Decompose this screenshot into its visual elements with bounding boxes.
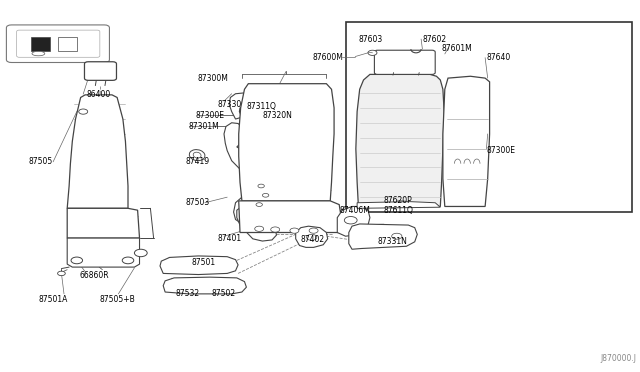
Polygon shape [239, 201, 342, 232]
Text: 87502: 87502 [211, 289, 236, 298]
Polygon shape [224, 123, 269, 223]
Text: J870000.J: J870000.J [601, 354, 637, 363]
FancyBboxPatch shape [374, 50, 435, 74]
Circle shape [255, 226, 264, 231]
Polygon shape [67, 238, 140, 267]
Polygon shape [357, 202, 440, 208]
FancyBboxPatch shape [84, 62, 116, 80]
Text: 87401: 87401 [218, 234, 242, 243]
Text: 87501: 87501 [192, 258, 216, 267]
Text: 87406M: 87406M [339, 206, 370, 215]
Text: 87600M: 87600M [312, 53, 343, 62]
Text: 87311Q: 87311Q [246, 102, 276, 110]
Text: 87603: 87603 [358, 35, 383, 44]
Polygon shape [237, 205, 276, 241]
Text: 87419: 87419 [186, 157, 210, 166]
Polygon shape [337, 206, 370, 236]
Text: 87620P: 87620P [384, 196, 413, 205]
Circle shape [256, 203, 262, 206]
Polygon shape [163, 277, 246, 294]
FancyBboxPatch shape [17, 30, 100, 57]
Circle shape [344, 217, 357, 224]
Ellipse shape [32, 51, 45, 56]
FancyBboxPatch shape [6, 25, 109, 62]
Circle shape [392, 233, 402, 239]
Text: 87300E: 87300E [195, 111, 224, 120]
Circle shape [122, 257, 134, 264]
Ellipse shape [193, 152, 201, 158]
Text: 87501A: 87501A [38, 295, 68, 304]
Text: 87330: 87330 [218, 100, 242, 109]
Circle shape [307, 234, 317, 240]
Polygon shape [349, 224, 417, 249]
Text: 87331N: 87331N [378, 237, 408, 246]
Bar [58, 37, 77, 51]
Text: 87503: 87503 [186, 198, 210, 207]
Circle shape [258, 184, 264, 188]
Polygon shape [67, 95, 128, 208]
Polygon shape [239, 84, 334, 201]
Polygon shape [229, 93, 253, 119]
Text: 87505: 87505 [29, 157, 53, 166]
Circle shape [368, 50, 377, 55]
Bar [346, 22, 632, 212]
Polygon shape [160, 256, 238, 275]
Polygon shape [67, 208, 140, 238]
Circle shape [262, 193, 269, 197]
Text: 87301M: 87301M [189, 122, 220, 131]
Circle shape [71, 257, 83, 264]
Text: 87300E: 87300E [486, 146, 515, 155]
Circle shape [134, 249, 147, 257]
Circle shape [58, 271, 65, 276]
Text: 87532: 87532 [176, 289, 200, 298]
Text: 87402: 87402 [301, 235, 325, 244]
Polygon shape [443, 76, 490, 206]
Circle shape [271, 227, 280, 232]
Text: 66860R: 66860R [80, 271, 109, 280]
Text: 87320N: 87320N [262, 111, 292, 120]
Text: 87601M: 87601M [442, 44, 472, 53]
Text: 86400: 86400 [86, 90, 111, 99]
Text: 87505+B: 87505+B [99, 295, 135, 304]
Text: 87602: 87602 [422, 35, 447, 44]
Polygon shape [356, 74, 444, 206]
Bar [31, 37, 50, 51]
Circle shape [79, 109, 88, 114]
Circle shape [309, 228, 318, 233]
Text: 87300M: 87300M [197, 74, 228, 83]
Circle shape [290, 228, 299, 233]
Ellipse shape [189, 150, 205, 161]
Polygon shape [296, 226, 328, 247]
Text: 87640: 87640 [486, 53, 511, 62]
Text: 87611Q: 87611Q [384, 206, 414, 215]
